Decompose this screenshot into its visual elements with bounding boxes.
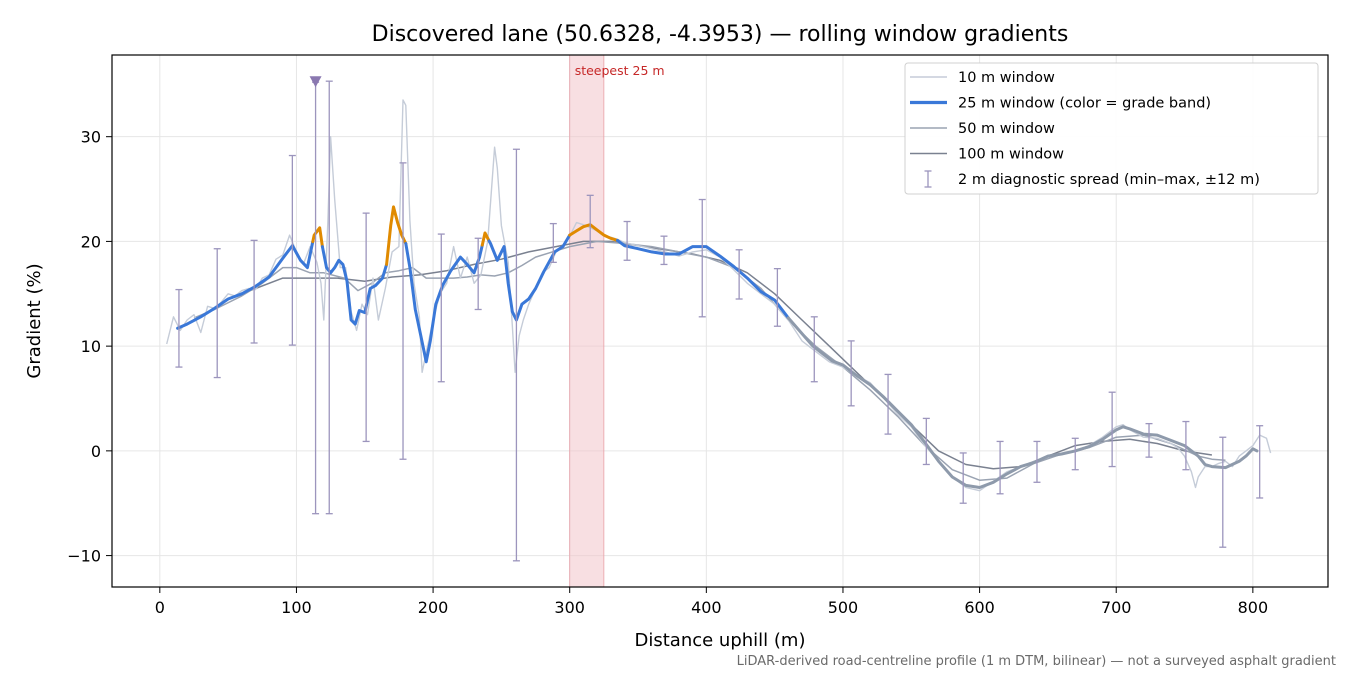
series-25m-window-segment [568, 223, 619, 242]
y-tick-label: 30 [81, 128, 101, 147]
y-axis-title: Gradient (%) [24, 263, 45, 378]
y-tick-label: −10 [67, 547, 101, 566]
series-25m-window-segment [311, 226, 324, 249]
legend-label: 100 m window [958, 147, 1064, 163]
legend-box [904, 62, 1319, 195]
x-tick-label: 300 [554, 598, 585, 617]
plot-frame [111, 54, 1329, 588]
footnote: LiDAR-derived road-centreline profile (1… [737, 654, 1336, 669]
series-25m-window-segment [616, 238, 790, 320]
steepest-band-rect [569, 54, 605, 588]
x-tick-label: 400 [691, 598, 722, 617]
series-25m-window-segment [786, 316, 1259, 489]
series-25m-window-segment [480, 231, 491, 247]
steepest-band-label: steepest 25 m [575, 63, 665, 78]
y-tick-label: 10 [81, 337, 101, 356]
x-tick-label: 700 [1101, 598, 1132, 617]
x-tick-label: 600 [964, 598, 995, 617]
legend-label: 50 m window [958, 121, 1055, 137]
legend-label: 2 m diagnostic spread (min–max, ±12 m) [958, 172, 1260, 188]
peak-marker [309, 76, 322, 88]
steepest-band: steepest 25 m [569, 54, 665, 588]
series-25m-window-segment [320, 245, 389, 326]
legend-label: 10 m window [958, 70, 1055, 86]
chart-title: Discovered lane (50.6328, -4.3953) — rol… [372, 22, 1069, 47]
series-25m-window-segment [176, 240, 315, 330]
legend-label: 25 m window (color = grade band) [958, 96, 1211, 112]
x-tick-label: 500 [828, 598, 859, 617]
axis-ticks: 0 100 200 300 400 500 600 700 800 −10 0 10 20 30 [67, 128, 1268, 617]
peak-marker-triangle [309, 76, 322, 88]
x-tick-label: 800 [1238, 598, 1269, 617]
x-tick-label: 0 [155, 598, 165, 617]
x-tick-label: 100 [281, 598, 312, 617]
series-lines [166, 99, 1272, 492]
y-tick-label: 0 [91, 442, 101, 461]
y-tick-label: 20 [81, 232, 101, 251]
legend: 10 m window 25 m window (color = grade ba… [904, 62, 1319, 195]
diagnostic-spread-bars [175, 80, 1264, 562]
x-axis-title: Distance uphill (m) [635, 630, 806, 651]
series-25m-window-segment [404, 242, 484, 364]
x-tick-label: 200 [418, 598, 449, 617]
